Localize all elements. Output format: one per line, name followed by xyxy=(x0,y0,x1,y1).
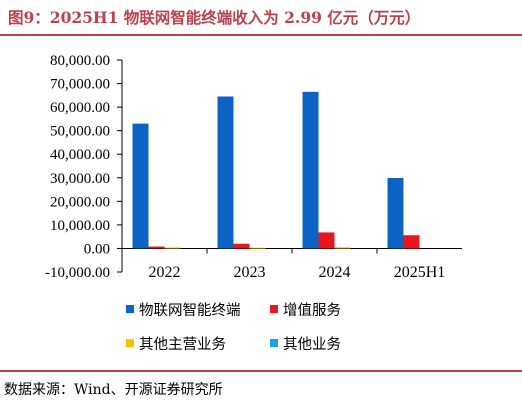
y-tick-label: 40,000.00 xyxy=(50,147,110,163)
legend-label: 其他主营业务 xyxy=(139,336,226,353)
y-tick-label: 30,000.00 xyxy=(50,171,110,187)
bar xyxy=(164,247,181,249)
source-note: 数据来源：Wind、开源证券研究所 xyxy=(4,382,223,398)
y-tick-label: 70,000.00 xyxy=(50,77,110,93)
x-tick-label: 2025H1 xyxy=(394,264,446,281)
bar xyxy=(403,235,420,249)
legend-swatch xyxy=(126,305,134,313)
y-tick-label: 80,000.00 xyxy=(50,53,110,69)
legend-label: 增值服务 xyxy=(283,302,341,319)
x-tick-label: 2024 xyxy=(319,264,351,281)
y-tick-label: 20,000.00 xyxy=(50,194,110,210)
legend-swatch xyxy=(126,339,134,347)
y-tick-label: 10,000.00 xyxy=(50,218,110,234)
y-tick-label: 60,000.00 xyxy=(50,100,110,116)
y-tick-label: -10,000.00 xyxy=(45,265,110,281)
bar xyxy=(387,178,404,249)
bar xyxy=(132,123,149,249)
bar xyxy=(217,96,234,249)
title-rule xyxy=(0,34,522,36)
bar xyxy=(233,243,250,249)
chart-title: 图9：2025H1 物联网智能终端收入为 2.99 亿元（万元） xyxy=(8,8,421,27)
bar xyxy=(302,91,319,249)
bar xyxy=(318,232,335,249)
legend-swatch xyxy=(270,339,278,347)
y-tick-label: 50,000.00 xyxy=(50,124,110,140)
legend-swatch xyxy=(270,305,278,313)
bar xyxy=(148,246,165,249)
bar-chart: -10,000.00 0.00 10,000.00 20,000.00 30,000.0… xyxy=(45,53,462,353)
source-rule xyxy=(0,370,522,372)
bar xyxy=(334,247,351,249)
x-tick-label: 2022 xyxy=(149,264,181,281)
bar xyxy=(249,247,266,249)
legend-label: 其他业务 xyxy=(283,336,341,353)
legend-label: 物联网智能终端 xyxy=(139,302,241,319)
x-tick-label: 2023 xyxy=(234,264,266,281)
y-tick-label: 0.00 xyxy=(84,241,110,257)
